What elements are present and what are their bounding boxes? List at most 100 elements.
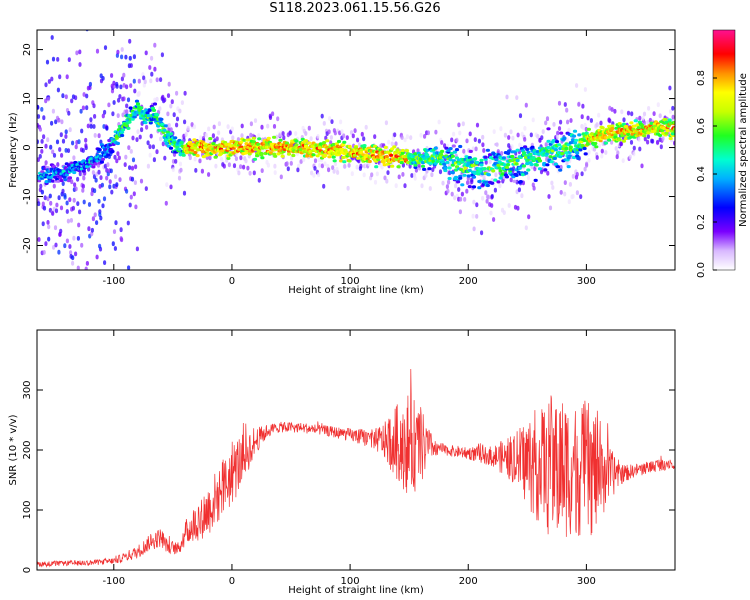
spectrogram-cell: [531, 182, 535, 188]
spectrogram-ridge-cell: [413, 163, 418, 167]
spectrogram-cell: [346, 185, 350, 191]
spectrogram-cell: [42, 115, 46, 121]
spectrogram-ridge-cell: [460, 183, 465, 187]
spectrogram-cell: [548, 205, 553, 211]
spectrogram-cell: [108, 184, 112, 190]
spectrogram-cell: [92, 174, 97, 180]
spectrogram-cell: [142, 75, 146, 81]
spectrogram-cell: [125, 103, 129, 109]
spectrogram-cell: [130, 176, 135, 182]
spectrogram-cell: [64, 134, 68, 139]
spectrogram-cell: [93, 114, 97, 119]
spectrogram-cell: [130, 165, 135, 171]
spectrogram-cell: [103, 260, 107, 265]
spectrogram-ridge-cell: [327, 155, 332, 159]
spectrogram-ridge-cell: [352, 153, 357, 157]
spectrogram-ridge-cell: [533, 178, 538, 182]
spectrogram-ridge-cell: [502, 163, 507, 167]
spectrogram-cell: [500, 151, 504, 156]
spectrogram-ridge-cell: [534, 163, 539, 167]
spectrogram-ridge-cell: [593, 141, 598, 146]
spectrogram-cell: [629, 140, 634, 145]
spectrogram-ridge-cell: [630, 132, 635, 136]
spectrogram-ridge-cell: [120, 133, 125, 138]
spectrogram-cell: [494, 172, 498, 178]
spectrogram-cell: [453, 195, 457, 201]
spectrogram-cell: [105, 168, 109, 173]
spectrogram-ridge-cell: [239, 140, 244, 144]
spectrogram-ridge-cell: [98, 154, 103, 158]
spectrogram-cell: [144, 50, 148, 56]
spectrogram-cell: [53, 285, 56, 290]
spectrogram-cell: [345, 135, 349, 141]
spectrogram-cell: [128, 38, 132, 44]
spectrogram-ridge-cell: [315, 154, 320, 158]
spectrogram-ridge-cell: [359, 148, 364, 152]
spectrogram-cell: [472, 199, 476, 205]
spectrogram-cell: [97, 133, 101, 139]
spectrogram-cell: [75, 50, 79, 56]
spectrogram-cell: [462, 148, 466, 154]
spectrogram-cell: [110, 310, 113, 315]
spectrogram-ridge-cell: [552, 156, 557, 160]
spectrogram-ridge-cell: [442, 162, 447, 166]
colorbar-tick-label: 0.2: [696, 214, 707, 230]
spectrogram-ridge-cell: [413, 165, 418, 169]
spectrogram-cell: [466, 180, 470, 186]
y-tick-label: 300: [22, 380, 33, 399]
spectrogram-cell: [117, 155, 121, 161]
spectrogram-cell: [440, 140, 444, 145]
spectrogram-ridge-cell: [259, 153, 264, 157]
spectrogram-cell: [60, 119, 64, 125]
spectrogram-ridge-cell: [586, 127, 592, 131]
spectrogram-cell: [111, 241, 115, 247]
spectrogram-cell: [81, 188, 85, 193]
spectrogram-cell: [53, 225, 58, 231]
spectrogram-ridge-cell: [582, 146, 587, 151]
spectrogram-cell: [41, 221, 45, 227]
spectrogram-cell: [656, 139, 660, 145]
spectrogram-cell: [272, 124, 277, 129]
spectrogram-cell: [105, 125, 109, 131]
spectrogram-cell: [441, 180, 445, 186]
spectrogram-ridge-cell: [670, 132, 675, 136]
spectrogram-ridge-cell: [50, 179, 56, 183]
spectrogram-cell: [74, 95, 78, 101]
spectrogram-cell: [565, 161, 569, 166]
spectrogram-cell: [329, 135, 333, 140]
spectrogram-ridge-cell: [325, 139, 330, 143]
spectrogram-ridge-cell: [553, 148, 559, 152]
spectrogram-cell: [207, 126, 211, 132]
spectrogram-ridge-cell: [510, 154, 515, 159]
spectrogram-cell: [240, 123, 244, 129]
spectrogram-cell: [364, 124, 368, 130]
spectrogram-cell: [563, 102, 567, 107]
spectrogram-cell: [84, 143, 88, 149]
spectrogram-cell: [296, 167, 300, 173]
spectrogram-ridge-cell: [617, 138, 622, 142]
spectrogram-cell: [413, 175, 417, 181]
spectrogram-ridge-cell: [646, 131, 651, 135]
spectrogram-ridge-cell: [331, 155, 336, 159]
spectrogram-cell: [167, 123, 171, 128]
spectrogram-cell: [102, 196, 107, 202]
spectrogram-cell: [513, 204, 518, 210]
spectrogram-ridge-cell: [613, 133, 618, 137]
spectrogram-cell: [103, 109, 107, 115]
spectrogram-ridge-cell: [72, 170, 77, 175]
spectrogram-cell: [563, 180, 567, 186]
spectrogram-cell: [42, 134, 46, 140]
spectrogram-cell: [57, 117, 61, 123]
spectrogram-cell: [145, 124, 149, 130]
spectrogram-ridge-cell: [226, 156, 231, 160]
spectrogram-cell: [246, 165, 250, 171]
spectrogram-cell: [380, 164, 384, 170]
spectrogram-ridge-cell: [453, 168, 459, 172]
spectrogram-cell: [332, 169, 336, 174]
spectrogram-cell: [253, 118, 258, 123]
spectrogram-cell: [67, 57, 71, 62]
spectrogram-cell: [71, 140, 75, 146]
spectrogram-cell: [69, 250, 73, 256]
spectrogram-cell: [56, 162, 60, 167]
